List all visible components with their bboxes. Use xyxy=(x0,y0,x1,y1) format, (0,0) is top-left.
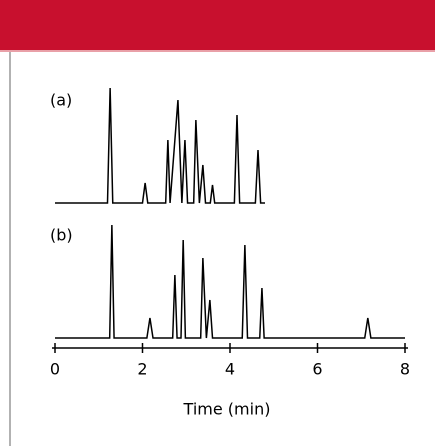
x-tick-label: 2 xyxy=(137,360,147,379)
x-tick-label: 4 xyxy=(225,360,235,379)
header-bar xyxy=(0,0,435,50)
x-tick-label: 6 xyxy=(312,360,322,379)
x-axis-label: Time (min) xyxy=(183,400,271,419)
x-tick-label: 8 xyxy=(400,360,410,379)
x-tick-label: 0 xyxy=(50,360,60,379)
trace-label: (a) xyxy=(50,91,72,110)
trace xyxy=(55,87,265,204)
trace-label: (b) xyxy=(50,226,73,245)
trace xyxy=(55,224,405,339)
